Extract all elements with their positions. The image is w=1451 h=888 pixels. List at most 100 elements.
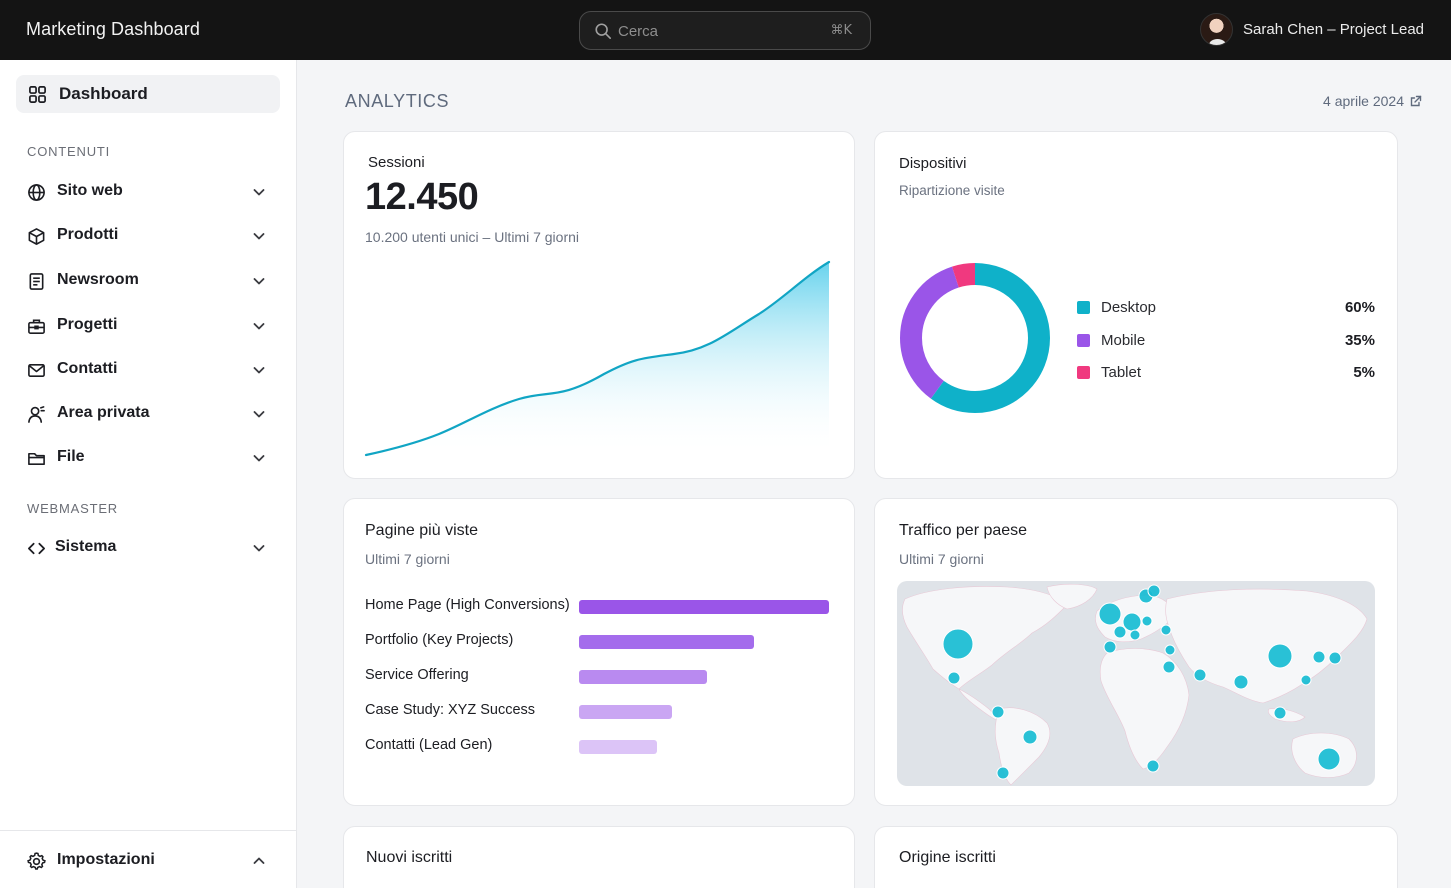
devices-card: Dispositivi Ripartizione visite Desktop 6… (874, 131, 1398, 479)
page-title: ANALYTICS (345, 91, 450, 111)
sessions-area-fill (366, 262, 829, 455)
legend-swatch (1077, 333, 1090, 347)
map-traffic-dot[interactable] (1103, 640, 1117, 654)
map-traffic-dot[interactable] (1162, 660, 1176, 674)
card-title: Sessioni (368, 154, 425, 171)
page-bar (579, 740, 657, 754)
sidebar-item-sistema[interactable]: Sistema (16, 530, 280, 566)
page-bar (579, 600, 829, 614)
search-input[interactable] (618, 18, 818, 44)
sidebar-item-prodotti[interactable]: Prodotti (16, 218, 280, 254)
page-bar-track (579, 740, 829, 754)
sidebar-item-label: Prodotti (57, 226, 119, 243)
search-box[interactable]: ⌘K (579, 11, 871, 50)
top-page-row[interactable]: Case Study: XYZ Success (365, 700, 835, 722)
legend-label: Desktop (1101, 299, 1157, 316)
card-subtitle: 10.200 utenti unici – Ultimi 7 giorni (365, 229, 580, 245)
devices-donut-chart (900, 263, 1050, 413)
chevron-down-icon[interactable] (252, 319, 266, 333)
code-icon (27, 542, 46, 555)
map-traffic-dot[interactable] (1122, 612, 1142, 632)
top-page-row[interactable]: Service Offering (365, 665, 835, 687)
top-page-row[interactable]: Portfolio (Key Projects) (365, 630, 835, 652)
sidebar-item-contatti[interactable]: Contatti (16, 352, 280, 388)
sidebar-item-label: Sistema (55, 538, 117, 555)
map-traffic-dot[interactable] (1273, 706, 1287, 720)
map-traffic-dot[interactable] (1022, 729, 1038, 745)
user-name: Sarah Chen – Project Lead (1243, 21, 1424, 38)
briefcase-icon (28, 319, 45, 334)
top-page-row[interactable]: Home Page (High Conversions) (365, 595, 835, 617)
sidebar-item-label: File (57, 448, 85, 465)
page-label: Service Offering (365, 667, 469, 683)
map-traffic-dot[interactable] (1147, 584, 1161, 598)
chevron-down-icon[interactable] (252, 274, 266, 288)
donut-slice-mobile[interactable] (900, 263, 1050, 413)
sidebar-item-label: Impostazioni (57, 851, 155, 868)
map-traffic-dot[interactable] (1113, 625, 1127, 639)
map-traffic-dot[interactable] (1129, 629, 1141, 641)
date-link[interactable]: 4 aprile 2024 (1323, 93, 1422, 109)
donut-slice-tablet[interactable] (900, 263, 1050, 413)
sidebar-item-label: Sito web (57, 182, 123, 199)
user-icon (28, 406, 45, 423)
chevron-up-icon[interactable] (252, 854, 266, 868)
globe-icon (28, 184, 45, 201)
chevron-down-icon[interactable] (252, 229, 266, 243)
map-traffic-dot[interactable] (1317, 747, 1341, 771)
sidebar-item-label: Contatti (57, 360, 118, 377)
top-page-row[interactable]: Contatti (Lead Gen) (365, 735, 835, 757)
sidebar-item-area-privata[interactable]: Area privata (16, 396, 280, 432)
page-label: Portfolio (Key Projects) (365, 632, 514, 648)
legend-item-mobile: Mobile 35% (1077, 331, 1375, 351)
chevron-down-icon[interactable] (252, 185, 266, 199)
box-icon (28, 228, 45, 245)
page-label: Case Study: XYZ Success (365, 702, 536, 718)
world-map[interactable] (897, 581, 1375, 786)
map-traffic-dot[interactable] (1098, 602, 1122, 626)
card-title: Traffico per paese (899, 522, 1028, 539)
map-traffic-dot[interactable] (1312, 650, 1326, 664)
map-traffic-dot[interactable] (996, 766, 1010, 780)
user-menu[interactable]: Sarah Chen – Project Lead (1200, 13, 1424, 46)
map-traffic-dot[interactable] (1328, 651, 1342, 665)
sidebar-item-impostazioni[interactable]: Impostazioni (0, 830, 296, 888)
chevron-down-icon[interactable] (252, 541, 266, 555)
map-traffic-dot[interactable] (1193, 668, 1207, 682)
sidebar-item-progetti[interactable]: Progetti (16, 308, 280, 344)
map-traffic-dot[interactable] (1146, 759, 1160, 773)
sidebar-item-sito-web[interactable]: Sito web (16, 174, 280, 210)
legend-item-desktop: Desktop 60% (1077, 298, 1375, 318)
sidebar-item-file[interactable]: File (16, 440, 280, 476)
sidebar-item-dashboard[interactable]: Dashboard (16, 75, 280, 113)
page-bar (579, 705, 672, 719)
gear-icon (27, 852, 46, 870)
chevron-down-icon[interactable] (252, 363, 266, 377)
map-traffic-dot[interactable] (1300, 674, 1312, 686)
map-traffic-dot[interactable] (991, 705, 1005, 719)
top-bar: Marketing Dashboard ⌘K Sarah Chen – Proj… (0, 0, 1451, 60)
avatar[interactable] (1200, 13, 1234, 46)
card-subtitle: Ultimi 7 giorni (365, 551, 450, 567)
map-traffic-dot[interactable] (942, 628, 974, 660)
map-traffic-dot[interactable] (1164, 644, 1176, 656)
chevron-down-icon[interactable] (252, 407, 266, 421)
page-bar-track (579, 600, 829, 614)
map-traffic-dot[interactable] (947, 671, 961, 685)
sidebar-item-newsroom[interactable]: Newsroom (16, 263, 280, 299)
map-traffic-dot[interactable] (1141, 615, 1153, 627)
legend-swatch (1077, 366, 1090, 379)
new-subscribers-card: Nuovi iscritti (343, 826, 855, 888)
document-icon (29, 273, 44, 290)
app-title: Marketing Dashboard (26, 19, 200, 39)
sidebar-item-label: Progetti (57, 316, 118, 333)
page-bar-track (579, 705, 829, 719)
card-title: Pagine più viste (365, 522, 478, 539)
sidebar: Dashboard CONTENUTI Sito web Prodotti Ne… (0, 60, 297, 888)
map-traffic-dot[interactable] (1267, 643, 1293, 669)
map-traffic-dot[interactable] (1160, 624, 1172, 636)
section-heading-webmaster: WEBMASTER (27, 501, 118, 516)
map-traffic-dot[interactable] (1233, 674, 1249, 690)
chevron-down-icon[interactable] (252, 451, 266, 465)
sidebar-item-label: Area privata (57, 404, 150, 421)
